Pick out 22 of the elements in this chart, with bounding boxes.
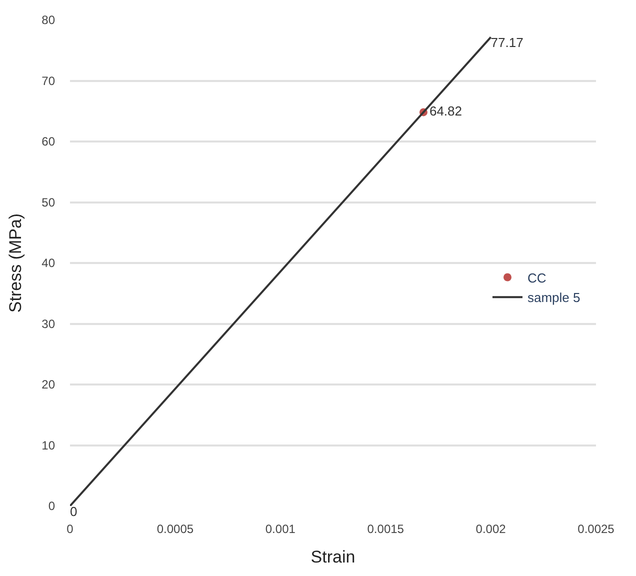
y-tick-label: 70 bbox=[42, 74, 56, 88]
y-tick-label: 20 bbox=[42, 378, 56, 392]
y-tick-label: 60 bbox=[42, 134, 56, 149]
data-label: 77.17 bbox=[490, 34, 524, 50]
y-tick-label: 30 bbox=[42, 316, 56, 331]
x-tick-label: 0 bbox=[66, 522, 74, 536]
y-tick-label: 10 bbox=[42, 438, 56, 452]
y-tick-label: 40 bbox=[42, 256, 56, 270]
legend-label: sample 5 bbox=[527, 290, 580, 306]
y-tick-label: 50 bbox=[42, 195, 56, 210]
x-tick-label: 0.001 bbox=[265, 522, 296, 536]
x-axis-title: Strain bbox=[310, 547, 356, 566]
x-tick-label: 0.0005 bbox=[156, 522, 194, 536]
legend-label: CC bbox=[527, 270, 546, 286]
x-tick-label: 0.002 bbox=[476, 522, 506, 536]
y-tick-label: 80 bbox=[42, 13, 56, 28]
y-axis-title: Stress (MPa) bbox=[6, 213, 26, 313]
data-label: 64.82 bbox=[429, 103, 462, 118]
data-label: 0 bbox=[70, 504, 78, 519]
x-tick-label: 0.0025 bbox=[578, 522, 615, 536]
x-tick-label: 0.0015 bbox=[367, 522, 404, 536]
y-tick-label: 0 bbox=[48, 499, 56, 514]
